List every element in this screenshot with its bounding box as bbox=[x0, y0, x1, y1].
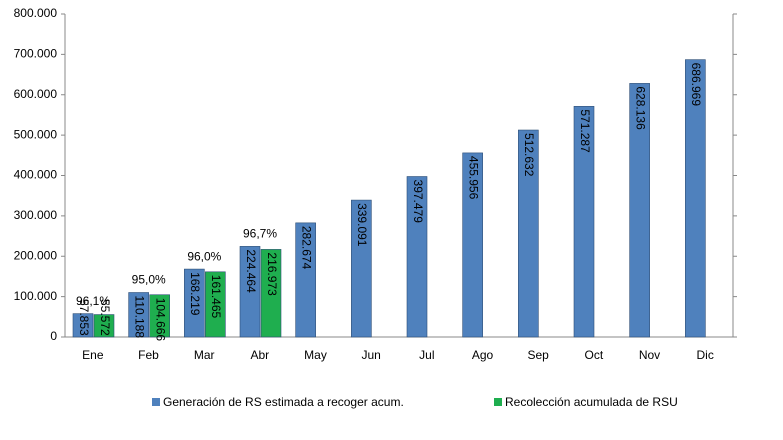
legend-label: Recolección acumulada de RSU bbox=[505, 395, 678, 409]
x-tick-label: Jun bbox=[361, 348, 380, 362]
data-label: 57.853 bbox=[77, 299, 91, 336]
y-tick-label: 500.000 bbox=[14, 127, 58, 141]
y-tick-label: 0 bbox=[50, 329, 57, 343]
x-tick-label: Jul bbox=[419, 348, 434, 362]
x-tick-label: Dic bbox=[696, 348, 713, 362]
x-tick-label: May bbox=[304, 348, 327, 362]
data-label: 686.969 bbox=[689, 63, 703, 107]
ratio-label: 96,0% bbox=[187, 249, 221, 263]
data-label: 571.287 bbox=[578, 109, 592, 153]
bar bbox=[93, 314, 115, 338]
data-label: 282.674 bbox=[299, 226, 313, 270]
legend-swatch bbox=[494, 398, 502, 406]
bar bbox=[295, 222, 316, 338]
y-tick-label: 400.000 bbox=[14, 168, 58, 182]
x-tick-label: Ago bbox=[472, 348, 494, 362]
data-label: 161.465 bbox=[209, 275, 223, 319]
data-label: 168.219 bbox=[188, 272, 202, 316]
bar bbox=[573, 106, 595, 338]
bar bbox=[184, 268, 205, 338]
bar bbox=[518, 129, 539, 338]
bar bbox=[629, 83, 650, 338]
data-label: 455.956 bbox=[466, 156, 480, 200]
bar bbox=[685, 59, 706, 338]
bar bbox=[72, 313, 94, 338]
y-tick-label: 800.000 bbox=[14, 6, 58, 20]
y-tick-label: 700.000 bbox=[14, 47, 58, 61]
data-label: 104.666 bbox=[153, 298, 167, 342]
ratio-label: 96,1% bbox=[76, 294, 110, 308]
legend-label: Generación de RS estimada a recoger acum… bbox=[163, 395, 404, 409]
bar bbox=[260, 249, 282, 338]
data-label: 224.464 bbox=[244, 249, 258, 293]
bar bbox=[205, 271, 226, 338]
x-tick-label: Feb bbox=[138, 348, 159, 362]
ratio-label: 96,7% bbox=[243, 227, 277, 241]
data-label: 397.479 bbox=[411, 180, 425, 224]
x-tick-label: Oct bbox=[584, 348, 603, 362]
bar bbox=[351, 199, 372, 338]
x-tick-label: Mar bbox=[194, 348, 215, 362]
data-label: 55.572 bbox=[98, 299, 112, 336]
x-tick-label: Ene bbox=[82, 348, 104, 362]
x-tick-label: Abr bbox=[250, 348, 269, 362]
y-tick-label: 600.000 bbox=[14, 87, 58, 101]
ratio-label: 95,0% bbox=[132, 273, 166, 287]
y-tick-label: 300.000 bbox=[14, 208, 58, 222]
x-tick-label: Sep bbox=[527, 348, 549, 362]
bar bbox=[128, 292, 149, 338]
data-label: 339.091 bbox=[355, 203, 369, 247]
y-tick-label: 100.000 bbox=[14, 289, 58, 303]
legend-swatch bbox=[152, 398, 160, 406]
bar bbox=[239, 246, 261, 338]
data-label: 512.632 bbox=[522, 133, 536, 177]
data-label: 628.136 bbox=[633, 86, 647, 130]
y-tick-label: 200.000 bbox=[14, 248, 58, 262]
bar bbox=[462, 152, 483, 338]
data-label: 216.973 bbox=[265, 252, 279, 296]
x-tick-label: Nov bbox=[639, 348, 660, 362]
data-label: 110.188 bbox=[132, 296, 146, 339]
bar bbox=[149, 294, 170, 338]
bar bbox=[406, 176, 428, 338]
